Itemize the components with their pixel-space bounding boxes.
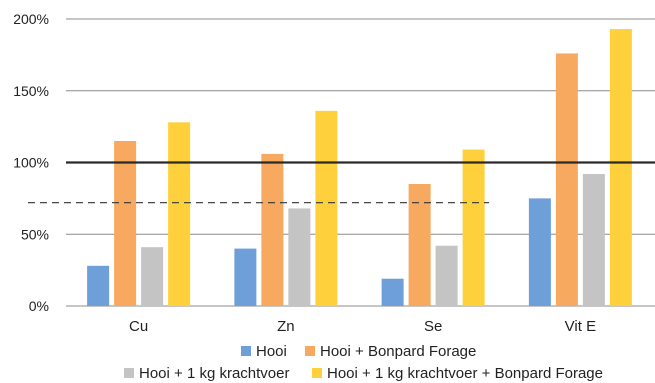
y-tick-label: 100% bbox=[13, 155, 49, 171]
bar bbox=[315, 110, 338, 306]
y-tick-label: 0% bbox=[29, 298, 49, 314]
y-tick-label: 150% bbox=[13, 83, 49, 99]
legend-label: Hooi + 1 kg krachtvoer bbox=[139, 365, 290, 382]
x-category-label: Cu bbox=[129, 318, 148, 335]
bar bbox=[168, 122, 191, 306]
bar bbox=[582, 173, 605, 306]
bar bbox=[528, 198, 551, 306]
reference-lines bbox=[28, 161, 655, 204]
bar bbox=[381, 278, 404, 306]
y-axis-ticks: 0% 50% 100% 150% 200% bbox=[13, 11, 49, 314]
x-category-label: Se bbox=[424, 318, 442, 335]
y-tick-label: 200% bbox=[13, 11, 49, 27]
x-category-label: Zn bbox=[277, 318, 295, 335]
legend: Hooi Hooi + Bonpard Forage Hooi + 1 kg kra… bbox=[124, 343, 603, 382]
bar bbox=[87, 265, 110, 306]
legend-label: Hooi bbox=[256, 343, 287, 360]
legend-swatch bbox=[312, 368, 322, 378]
bar bbox=[555, 53, 578, 306]
legend-swatch bbox=[124, 368, 134, 378]
bar bbox=[141, 247, 164, 306]
legend-swatch bbox=[305, 346, 315, 356]
legend-label: Hooi + Bonpard Forage bbox=[320, 343, 476, 360]
bar bbox=[234, 248, 257, 306]
bars bbox=[87, 29, 632, 306]
bar bbox=[261, 153, 284, 306]
bar bbox=[114, 140, 137, 306]
legend-swatch bbox=[241, 346, 251, 356]
bar bbox=[435, 245, 458, 306]
bar bbox=[408, 184, 431, 306]
legend-label: Hooi + 1 kg krachtvoer + Bonpard Forage bbox=[327, 365, 603, 382]
y-tick-label: 50% bbox=[21, 226, 49, 242]
x-category-label: Vit E bbox=[565, 318, 596, 335]
bar bbox=[609, 29, 632, 306]
x-axis-categories: Cu Zn Se Vit E bbox=[129, 318, 596, 335]
bar bbox=[462, 149, 485, 306]
bar bbox=[288, 208, 311, 306]
